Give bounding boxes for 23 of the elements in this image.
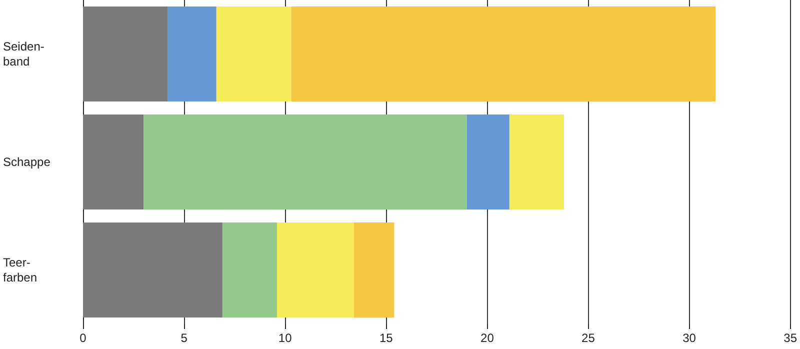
x-tick-label: 35	[784, 331, 798, 345]
x-tick-label: 20	[480, 331, 494, 345]
bar	[168, 6, 216, 102]
y-tick-label: Seiden- band	[3, 40, 44, 68]
x-tick-label: 0	[80, 331, 87, 345]
x-tick-label: 5	[180, 331, 188, 345]
x-tick-label: 25	[582, 331, 596, 345]
bar	[222, 222, 278, 318]
bar	[354, 222, 394, 318]
bar	[509, 114, 564, 210]
bar	[277, 222, 354, 318]
bar	[291, 6, 716, 102]
bar	[83, 222, 222, 318]
bar	[83, 6, 168, 102]
bar	[144, 114, 467, 210]
bar	[216, 6, 292, 102]
x-tick-label: 30	[682, 331, 696, 345]
y-tick-label: Schappe	[3, 155, 51, 169]
bar	[83, 114, 144, 210]
x-tick-label: 15	[379, 331, 394, 345]
bar	[466, 114, 510, 210]
y-tick-label: Teer- farben	[3, 256, 38, 284]
x-tick-label: 10	[278, 331, 292, 345]
